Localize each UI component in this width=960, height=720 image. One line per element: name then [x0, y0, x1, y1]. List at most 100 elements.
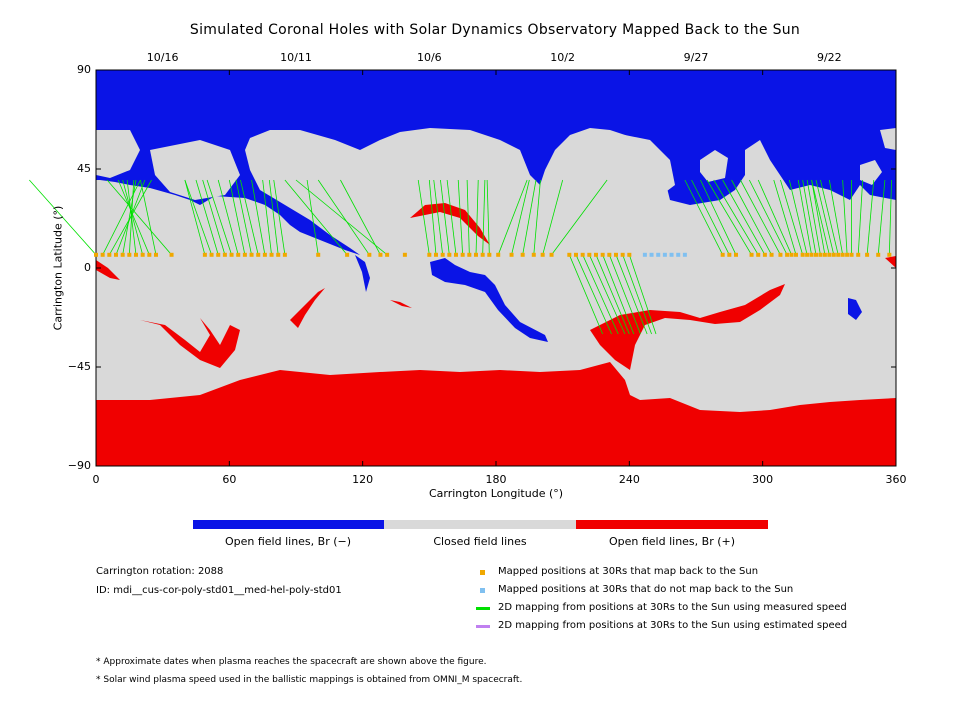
y-tick-label: 90 [77, 63, 91, 76]
mapped-point [100, 252, 105, 257]
mapping-line [877, 179, 886, 255]
mapping-line [773, 179, 797, 255]
mapped-point [345, 252, 350, 257]
colorbar-positive [576, 520, 768, 529]
mapped-point [114, 252, 118, 257]
mapping-line [602, 254, 635, 335]
mapped-point [600, 252, 605, 257]
mapped-point [378, 252, 383, 257]
blue-patch-right [848, 298, 862, 320]
mapped-point [134, 252, 138, 257]
mapped-point [222, 252, 227, 257]
mapped-point [107, 252, 112, 257]
mapping-line [722, 179, 766, 255]
mapping-line [866, 179, 875, 255]
mapping-line [748, 179, 788, 255]
mapping-line [475, 179, 479, 255]
mapped-point [474, 252, 478, 257]
mapped-point [607, 252, 612, 257]
mapping-line [29, 179, 97, 256]
south-red-patch-2 [290, 288, 325, 328]
mapping-line [428, 179, 437, 255]
mapped-point [487, 252, 492, 257]
mapped-point [831, 252, 836, 257]
mapping-line [684, 179, 724, 255]
ticks-layer [95, 69, 897, 467]
mapped-point [127, 252, 132, 257]
y-tick-label: −45 [67, 360, 91, 373]
mapped-point [140, 252, 145, 257]
mapping-line [828, 179, 844, 255]
mapping-line [466, 179, 470, 255]
mapping-line [706, 179, 752, 256]
mapping-line [115, 179, 146, 255]
mapping-line [117, 179, 150, 255]
mapped-point [154, 252, 158, 257]
mapping-line [888, 179, 892, 255]
mapped-point [587, 252, 592, 257]
mapped-point [480, 252, 485, 257]
mapped-point [814, 252, 818, 257]
mapped-point [262, 252, 267, 257]
mapping-line [106, 179, 172, 256]
legend-label-mapped: Mapped positions at 30Rs that map back t… [498, 566, 759, 577]
blue-tongue-center [430, 258, 548, 342]
mapped-point [216, 252, 221, 257]
mapped-point [385, 252, 390, 257]
mapped-point [794, 252, 798, 257]
model-id-label: ID: mdi__cus-cor-poly-std01__med-hel-pol… [96, 585, 342, 596]
mapping-line [206, 179, 232, 255]
mapped-point [720, 252, 725, 257]
mapping-line [700, 179, 737, 255]
mapped-point [876, 252, 881, 257]
colorbar-label-negative: Open field lines, Br (−) [224, 535, 352, 548]
mapping-line [788, 179, 808, 255]
mapped-point [460, 252, 465, 257]
mapped-point [440, 252, 445, 257]
mapped-point [762, 252, 767, 257]
mapped-point [818, 252, 823, 257]
mapping-line [533, 179, 541, 255]
legend-swatch-mapped [480, 570, 485, 575]
date-label: 9/22 [816, 51, 842, 64]
mapping-line [306, 179, 319, 255]
mapping-line [811, 179, 830, 255]
mapping-line [140, 179, 157, 255]
mapping-line [122, 179, 137, 255]
mapped-point [567, 252, 572, 257]
mapping-line [295, 179, 388, 256]
mapped-point [549, 252, 554, 257]
mapping-line [446, 179, 457, 255]
mapping-line [542, 179, 564, 255]
mapping-line [417, 179, 430, 255]
mapped-point [840, 252, 845, 257]
mapped-point [887, 252, 892, 257]
mapping-line [522, 179, 537, 255]
mapping-line [740, 179, 781, 255]
mapping-line [780, 179, 804, 255]
mapped-point [856, 252, 861, 257]
mapping-line [284, 179, 348, 256]
mapped-point [120, 252, 125, 257]
date-label: 10/2 [550, 51, 576, 64]
equator-red-left [96, 260, 120, 280]
note-omni: * Solar wind plasma speed used in the ba… [96, 675, 523, 685]
x-tick-label: 60 [222, 473, 237, 486]
mapping-line [811, 179, 826, 255]
mapped-point [734, 252, 738, 257]
south-red-tongue [590, 284, 785, 370]
mapped-point [282, 252, 287, 257]
mapping-line [582, 254, 619, 335]
date-label: 9/27 [683, 51, 709, 64]
date-label: 10/11 [280, 51, 312, 64]
north-open-negative-region [96, 70, 896, 255]
mapping-line [184, 179, 212, 255]
mapped-point [822, 252, 827, 257]
mapped-point [727, 252, 732, 257]
mapped-point [467, 252, 472, 257]
mapping-line [588, 254, 626, 335]
mapping-line [595, 254, 630, 335]
mapped-point [434, 252, 438, 257]
mapped-point [229, 252, 234, 257]
mapping-line [235, 179, 252, 255]
